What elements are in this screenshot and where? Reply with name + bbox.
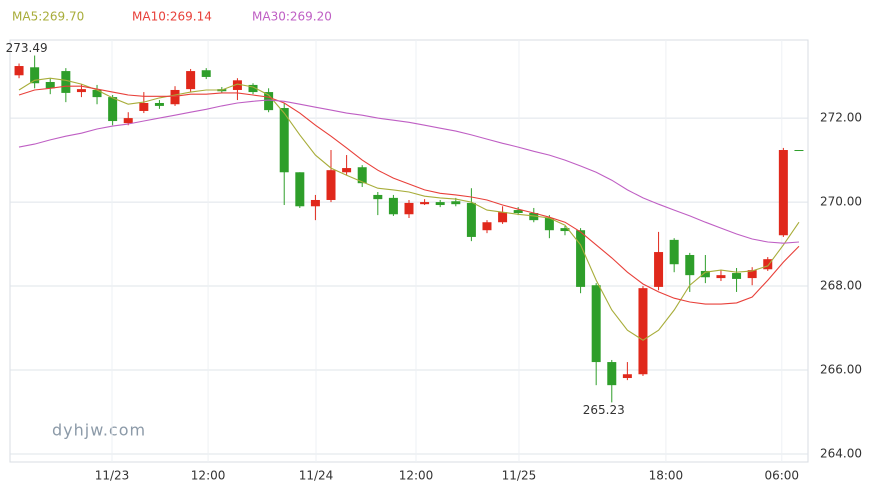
candle-body	[732, 273, 742, 279]
y-tick-label: 264.00	[820, 447, 862, 461]
candle-body	[92, 89, 102, 98]
ma-line	[18, 99, 800, 244]
candle-body	[154, 102, 164, 106]
candle-body	[310, 199, 320, 207]
x-tick-label: 06:00	[764, 469, 799, 483]
candle-body	[76, 89, 86, 93]
candle-body	[295, 172, 305, 207]
candle-body	[232, 80, 242, 90]
candle-body	[685, 254, 695, 276]
candle-body	[700, 270, 710, 278]
candle-body	[576, 230, 586, 287]
candle-body	[279, 108, 289, 173]
candle-body	[186, 71, 196, 90]
y-tick-label: 272.00	[820, 111, 862, 125]
x-tick-label: 12:00	[399, 469, 434, 483]
candle-body	[170, 89, 180, 105]
legend-label: MA10:269.14	[132, 10, 212, 24]
candle-body	[435, 202, 445, 206]
candle-body	[591, 285, 601, 363]
candle-body	[201, 70, 211, 77]
x-tick-label: 11/25	[502, 469, 537, 483]
ma-line	[18, 77, 800, 341]
x-tick-label: 11/23	[95, 469, 130, 483]
candle-body	[763, 259, 773, 270]
y-tick-label: 268.00	[820, 279, 862, 293]
candle-body	[45, 81, 55, 89]
candle-body	[747, 270, 757, 279]
candle-body	[61, 71, 71, 93]
candle-body	[794, 150, 804, 152]
candle-body	[342, 168, 352, 173]
candle-body	[30, 67, 40, 84]
candle-body	[716, 275, 726, 279]
watermark: dyhjw.com	[52, 421, 146, 440]
candle-body	[607, 362, 617, 386]
candle-body	[420, 202, 430, 205]
candle-body	[654, 252, 664, 287]
candle-body	[466, 202, 476, 237]
annotation: 273.49	[6, 41, 48, 55]
candle-body	[108, 97, 118, 122]
annotation: 265.23	[583, 403, 625, 417]
candle-body	[388, 197, 398, 215]
candle-body	[451, 201, 461, 205]
candle-body	[529, 212, 539, 221]
candle-body	[404, 202, 414, 215]
x-tick-label: 11/24	[299, 469, 334, 483]
candle-body	[482, 222, 492, 231]
candle-body	[248, 84, 258, 93]
ma-line	[18, 85, 800, 305]
candle-body	[622, 374, 632, 379]
candle-body	[123, 118, 133, 124]
x-tick-label: 12:00	[191, 469, 226, 483]
candle-body	[139, 102, 149, 111]
candle-body	[544, 218, 554, 231]
y-tick-label: 266.00	[820, 363, 862, 377]
candle-body	[264, 92, 274, 111]
candle-body	[778, 150, 788, 236]
candle-body	[357, 167, 367, 184]
candle-body	[326, 170, 336, 200]
legend-label: MA5:269.70	[12, 10, 84, 24]
x-tick-label: 18:00	[649, 469, 684, 483]
candle-body	[669, 239, 679, 265]
candle-body	[498, 212, 508, 223]
legend-label: MA30:269.20	[252, 10, 332, 24]
y-tick-label: 270.00	[820, 195, 862, 209]
plot-frame	[9, 39, 809, 463]
candle-body	[373, 194, 383, 200]
candle-body	[560, 228, 570, 232]
candle-body	[638, 288, 648, 375]
candle-body	[14, 66, 24, 76]
candle-body	[513, 210, 523, 213]
